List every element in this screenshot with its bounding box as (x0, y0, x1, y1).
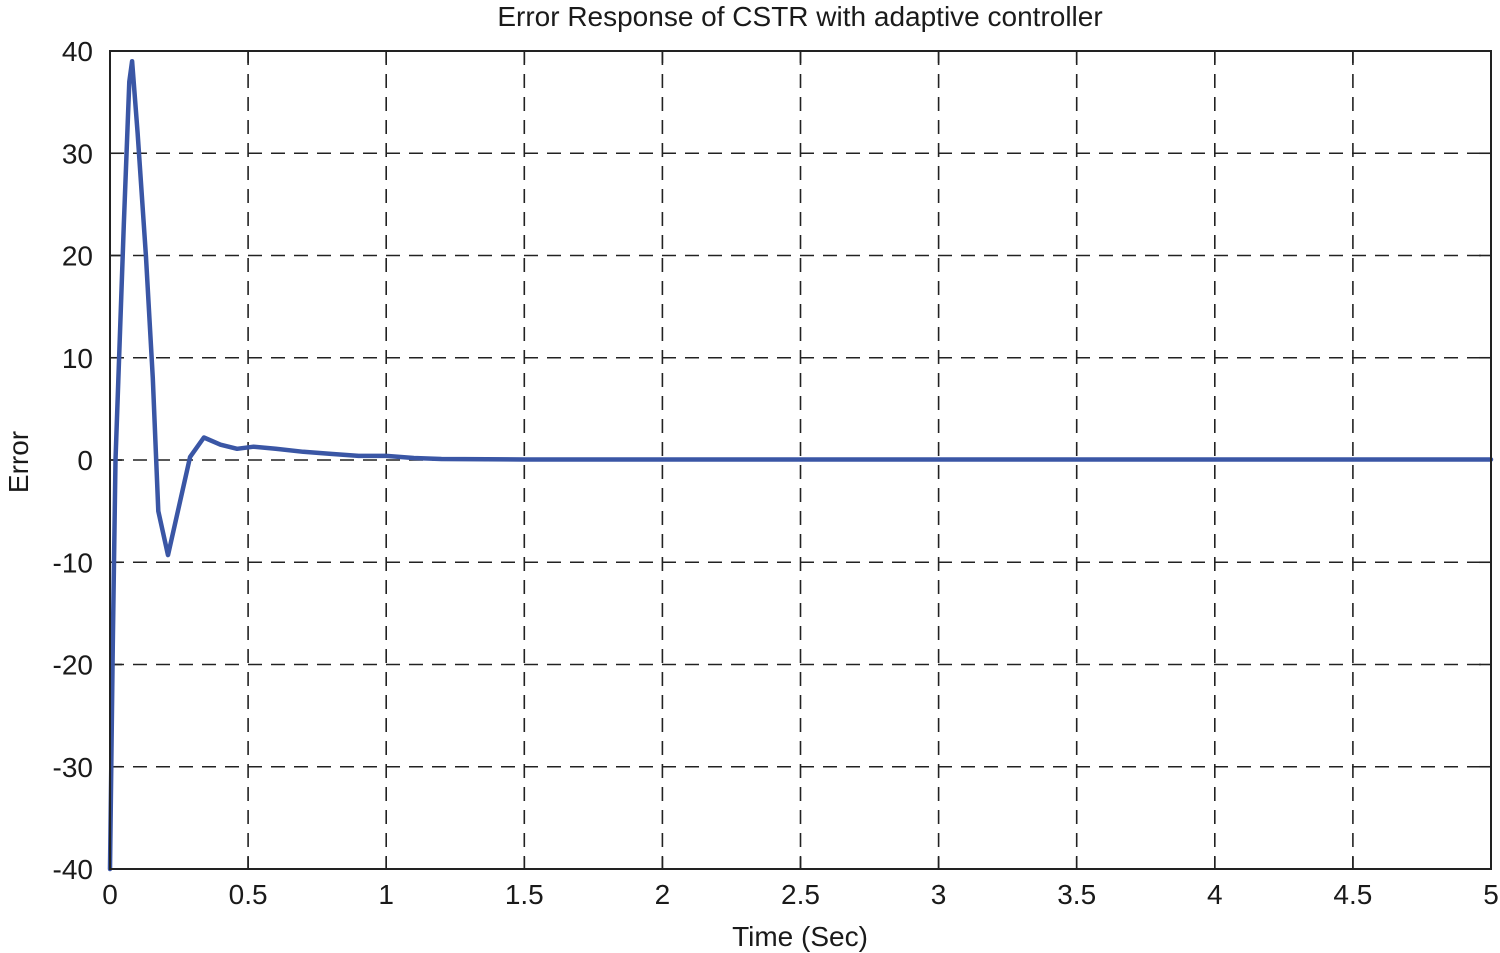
y-tick-label: -10 (53, 547, 93, 578)
y-tick-label: -20 (53, 650, 93, 681)
x-tick-label: 3 (931, 879, 947, 910)
x-tick-label: 5 (1483, 879, 1499, 910)
x-tick-label: 0 (102, 879, 118, 910)
y-tick-label: -30 (53, 752, 93, 783)
y-tick-label: 0 (77, 445, 93, 476)
x-tick-label: 2 (655, 879, 671, 910)
chart-title: Error Response of CSTR with adaptive con… (497, 1, 1102, 32)
y-tick-label: -40 (53, 854, 93, 885)
y-tick-label: 40 (62, 36, 93, 67)
y-tick-label: 30 (62, 138, 93, 169)
plot-frame (109, 50, 1492, 870)
x-tick-label: 3.5 (1057, 879, 1096, 910)
x-tick-label: 0.5 (229, 879, 268, 910)
y-tick-label: 20 (62, 241, 93, 272)
y-tick-label: 10 (62, 343, 93, 374)
grid-lines (110, 51, 1491, 869)
x-tick-label: 1 (378, 879, 394, 910)
x-tick-label: 4 (1207, 879, 1223, 910)
x-tick-label: 2.5 (781, 879, 820, 910)
x-axis-ticks: 0 0.5 1 1.5 2 2.5 3 3.5 4 4.5 5 (102, 51, 1499, 910)
series-layer (107, 58, 1494, 872)
y-axis-label: Error (3, 431, 34, 493)
x-tick-label: 1.5 (505, 879, 544, 910)
x-tick-label: 4.5 (1333, 879, 1372, 910)
x-axis-label: Time (Sec) (732, 921, 868, 952)
error-series-line (107, 58, 1494, 872)
